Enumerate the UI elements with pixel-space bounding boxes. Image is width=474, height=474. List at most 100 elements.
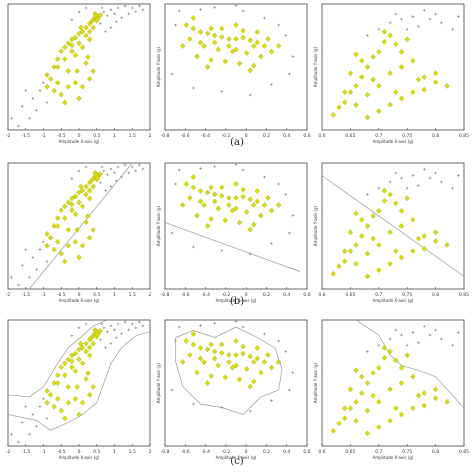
data-point-class-a (364, 407, 371, 414)
data-point-class-a (183, 338, 189, 344)
data-point-class-b (277, 182, 280, 186)
data-point-class-a (265, 352, 271, 358)
data-point-class-a (85, 213, 91, 220)
data-point-class-a (240, 343, 246, 350)
data-point-class-b (114, 179, 118, 183)
data-point-class-a (421, 233, 427, 239)
data-point-class-a (226, 202, 232, 208)
data-point-class-b (102, 169, 106, 173)
data-point-class-a (410, 89, 416, 96)
data-point-class-b (38, 89, 42, 92)
data-point-class-b (102, 10, 106, 14)
data-point-class-b (42, 240, 45, 244)
x-tick-label: -0.5 (57, 449, 66, 455)
data-point-class-a (226, 36, 232, 42)
data-point-class-a (251, 359, 257, 365)
data-point-class-a (421, 86, 427, 93)
data-point-class-b (35, 109, 38, 112)
data-point-class-a (261, 359, 268, 365)
data-point-class-a (398, 411, 405, 418)
data-point-class-b (77, 169, 81, 173)
data-point-class-a (212, 198, 218, 205)
x-tick-label: 0.7 (375, 449, 382, 455)
data-point-class-a (79, 187, 86, 194)
data-point-class-b (10, 116, 13, 120)
data-point-class-b (439, 21, 443, 25)
data-point-class-a (432, 70, 439, 77)
x-tick-label: 0.5 (93, 133, 100, 139)
x-axis-label: Amplitude X-axis (g) (373, 298, 414, 303)
x-tick-label: 0.6 (318, 133, 325, 139)
data-point-class-a (236, 219, 243, 226)
data-point-class-a (233, 181, 239, 187)
data-point-class-b (10, 432, 13, 436)
data-point-class-a (387, 386, 393, 393)
data-point-class-a (86, 28, 93, 35)
data-point-class-a (342, 258, 348, 265)
data-point-class-a (432, 395, 439, 402)
data-point-class-b (141, 8, 145, 12)
data-point-class-a (342, 405, 348, 412)
data-point-class-a (62, 258, 68, 265)
data-point-class-b (28, 275, 31, 279)
data-point-class-b (120, 332, 123, 336)
data-point-class-a (62, 415, 68, 422)
data-point-class-a (197, 29, 204, 35)
data-point-class-b (213, 6, 216, 9)
data-point-class-a (86, 344, 93, 351)
plot-area (10, 163, 145, 289)
x-tick-label: -1 (41, 292, 46, 298)
x-axis-label: Amplitude X-axis (g) (373, 455, 414, 460)
data-point-class-b (138, 163, 141, 167)
x-tick-label: -1 (41, 449, 46, 455)
data-point-class-a (204, 189, 211, 196)
x-tick-label: 1.5 (129, 449, 136, 455)
data-point-class-a (194, 212, 200, 219)
data-point-class-a (79, 344, 86, 351)
x-tick-label: 0 (78, 292, 81, 298)
x-tick-label: 0.65 (345, 133, 355, 139)
data-point-class-b (248, 252, 252, 256)
x-tick-label: 0.65 (345, 292, 355, 298)
data-point-class-a (376, 267, 382, 273)
data-point-class-a (364, 91, 371, 98)
data-point-class-b (177, 325, 181, 329)
data-point-class-a (85, 370, 91, 377)
data-point-class-a (76, 189, 82, 196)
data-point-class-a (258, 212, 264, 219)
x-axis-label: Amplitude X-axis (g) (59, 298, 100, 303)
data-point-class-a (65, 242, 72, 249)
data-point-class-b (106, 14, 109, 18)
data-point-class-b (457, 174, 460, 177)
data-point-class-a (359, 74, 365, 80)
data-point-class-a (254, 29, 260, 35)
panel-2-2: 0.6 0.65 0.7 0.75 0.8 0.85 Amplitude X-axis (g… (313, 319, 469, 460)
data-point-class-a (86, 234, 93, 241)
data-point-class-a (330, 270, 337, 277)
data-point-class-a (387, 32, 393, 39)
x-tick-label: 0.85 (459, 292, 469, 298)
data-point-class-a (387, 191, 393, 198)
data-point-class-a (76, 254, 82, 261)
data-point-class-b (451, 27, 454, 31)
data-point-class-b (123, 163, 127, 167)
data-point-class-a (72, 238, 79, 245)
data-point-class-b (277, 23, 280, 27)
data-point-class-b (100, 6, 104, 10)
data-point-class-b (428, 333, 432, 337)
data-point-class-a (97, 12, 103, 18)
data-point-class-b (31, 97, 35, 100)
data-point-class-a (190, 331, 197, 337)
data-point-class-a (79, 399, 86, 406)
data-point-class-b (120, 175, 123, 179)
data-point-class-a (183, 22, 189, 28)
data-point-class-a (393, 41, 399, 48)
data-point-class-a (190, 341, 197, 348)
data-point-class-b (434, 328, 437, 332)
data-point-class-a (342, 248, 348, 255)
panel-1-0: -2 -1.5 -1 -0.5 0 0.5 1 1.5 2 Amplitude X-axis (g… (6, 162, 152, 303)
data-point-class-a (233, 36, 239, 42)
data-point-class-b (241, 325, 245, 329)
data-point-class-a (197, 39, 204, 46)
